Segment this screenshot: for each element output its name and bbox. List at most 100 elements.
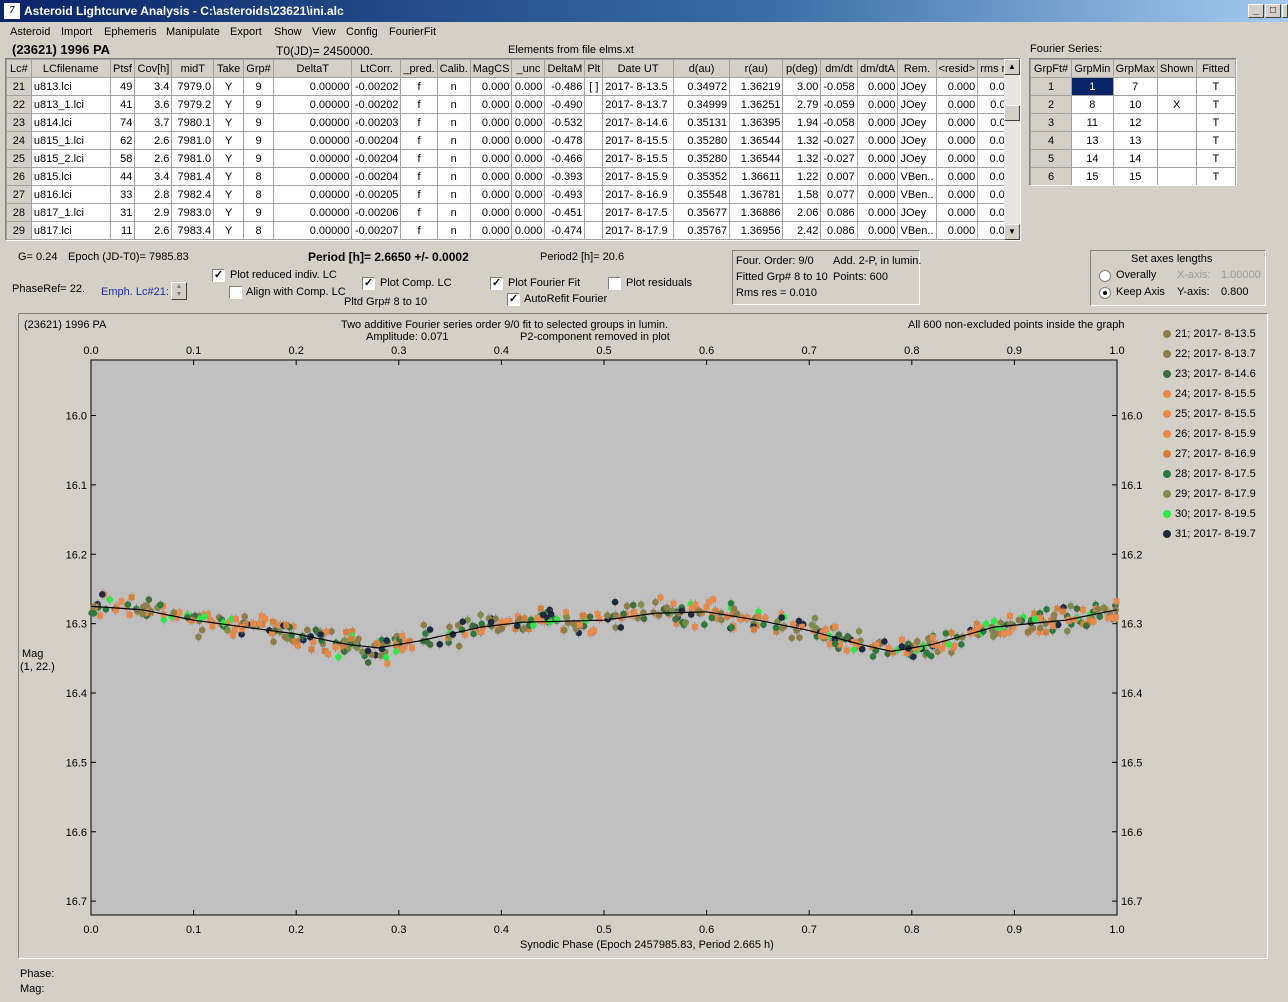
table-cell[interactable]: 29 [6, 221, 32, 240]
lightcurve-table[interactable]: Lc# LCfilename Ptsf Cov[h] midT Take Grp# Delta… [6, 59, 1020, 240]
table-cell[interactable]: 8 [243, 221, 274, 240]
table-cell[interactable]: 0.000 [469, 221, 513, 240]
table-cell[interactable]: 49 [109, 77, 136, 96]
fourier-col-header[interactable]: GrpMax [1112, 59, 1158, 78]
table-cell[interactable]: 0.086 [820, 203, 858, 222]
table-cell[interactable]: 0.000 [935, 95, 979, 114]
table-cell[interactable]: 7980.1 [171, 113, 215, 132]
table-cell[interactable]: 7981.0 [171, 149, 215, 168]
menu-ephemeris[interactable]: Ephemeris [104, 26, 157, 38]
table-cell[interactable]: -0.486 [544, 77, 586, 96]
fourier-cell[interactable]: 6 [1030, 167, 1073, 185]
table-cell[interactable]: 1.36251 [729, 95, 784, 114]
table-cell[interactable]: 3.4 [134, 167, 173, 186]
fourier-cell[interactable]: 14 [1112, 149, 1158, 168]
table-cell[interactable]: n [436, 113, 471, 132]
table-cell[interactable]: 0.000 [469, 185, 513, 204]
table-cell[interactable]: Y [213, 221, 245, 240]
table-cell[interactable]: -0.393 [544, 167, 586, 186]
lc-col-header[interactable]: Date UT [602, 59, 674, 78]
table-cell[interactable]: 0.007 [820, 167, 858, 186]
table-cell[interactable]: 0.000 [935, 113, 979, 132]
table-cell[interactable]: 0.00000 [272, 113, 353, 132]
table-cell[interactable]: Y [213, 185, 245, 204]
table-cell[interactable]: 0.35352 [672, 167, 731, 186]
table-cell[interactable]: -0.00206 [351, 203, 402, 222]
table-cell[interactable]: 0.086 [820, 221, 858, 240]
fourier-col-header[interactable]: Shown [1156, 59, 1197, 78]
lc-col-header[interactable]: r(au) [729, 59, 784, 78]
table-cell[interactable]: u817_1.lci [30, 203, 111, 222]
table-cell[interactable]: 33 [109, 185, 136, 204]
table-cell[interactable]: 1.36886 [729, 203, 784, 222]
table-cell[interactable]: 2017- 8-15.5 [602, 131, 674, 150]
fourier-cell[interactable]: T [1195, 77, 1236, 96]
table-cell[interactable]: -0.027 [820, 149, 858, 168]
table-cell[interactable]: 3.4 [134, 77, 173, 96]
table-cell[interactable]: -0.00202 [351, 77, 402, 96]
table-cell[interactable]: 0.000 [511, 95, 546, 114]
table-cell[interactable]: 3.7 [134, 113, 173, 132]
table-cell[interactable]: 0.00000 [272, 221, 353, 240]
lc-col-header[interactable]: dm/dtA [856, 59, 899, 78]
fourier-cell[interactable]: 2 [1030, 95, 1073, 114]
table-cell[interactable]: f [400, 221, 438, 240]
table-cell[interactable]: u813.lci [30, 77, 111, 96]
table-cell[interactable]: 0.34999 [672, 95, 731, 114]
table-cell[interactable]: 0.00000 [272, 131, 353, 150]
fourier-cell[interactable] [1156, 131, 1197, 150]
table-cell[interactable]: 2017- 8-17.9 [602, 221, 674, 240]
fourier-cell[interactable] [1156, 113, 1197, 132]
table-cell[interactable]: 1.36611 [729, 167, 784, 186]
lc-col-header[interactable]: Cov[h] [134, 59, 173, 78]
table-cell[interactable]: 1.36395 [729, 113, 784, 132]
table-cell[interactable]: 0.000 [469, 95, 513, 114]
fourier-row[interactable]: 2 8 10 X T [1030, 95, 1236, 114]
table-cell[interactable]: 2.6 [134, 149, 173, 168]
table-row[interactable]: 26 u815.lci 44 3.4 7981.4 Y 8 0.00000 -0.00204 f n… [6, 167, 1020, 186]
table-cell[interactable]: n [436, 221, 471, 240]
fourier-cell[interactable]: 13 [1112, 131, 1158, 150]
lc-col-header[interactable]: Ptsf [109, 59, 136, 78]
fourier-col-header[interactable]: GrpMin [1071, 59, 1114, 78]
table-cell[interactable]: 0.000 [511, 113, 546, 132]
table-cell[interactable]: f [400, 203, 438, 222]
table-cell[interactable]: 0.000 [469, 77, 513, 96]
table-cell[interactable]: f [400, 131, 438, 150]
table-cell[interactable]: u815_1.lci [30, 131, 111, 150]
table-cell[interactable] [584, 113, 604, 132]
table-cell[interactable]: 9 [243, 77, 274, 96]
fourier-cell[interactable] [1156, 149, 1197, 168]
plot-comp-checkbox[interactable]: ✓ [362, 277, 375, 290]
table-cell[interactable]: 0.000 [856, 113, 899, 132]
table-cell[interactable]: 0.000 [469, 167, 513, 186]
table-cell[interactable]: 0.000 [935, 203, 979, 222]
table-cell[interactable]: Y [213, 131, 245, 150]
table-cell[interactable]: 2017- 8-13.5 [602, 77, 674, 96]
keep-axis-radio[interactable] [1099, 287, 1111, 299]
lc-col-header[interactable]: Lc# [6, 59, 32, 78]
table-cell[interactable]: f [400, 149, 438, 168]
table-cell[interactable] [584, 221, 604, 240]
table-cell[interactable]: 0.000 [935, 221, 979, 240]
fourier-cell[interactable]: T [1195, 113, 1236, 132]
table-cell[interactable]: -0.058 [820, 113, 858, 132]
table-cell[interactable]: u817.lci [30, 221, 111, 240]
table-cell[interactable]: 24 [6, 131, 32, 150]
table-row[interactable]: 23 u814.lci 74 3.7 7980.1 Y 9 0.00000 -0.00203 f n… [6, 113, 1020, 132]
table-cell[interactable]: 0.35280 [672, 131, 731, 150]
table-cell[interactable] [584, 203, 604, 222]
table-cell[interactable]: 2017- 8-16.9 [602, 185, 674, 204]
table-cell[interactable]: 0.000 [511, 131, 546, 150]
table-cell[interactable]: JOey [897, 203, 937, 222]
table-cell[interactable]: f [400, 113, 438, 132]
align-comp-checkbox[interactable] [229, 286, 242, 299]
lc-table-scrollbar[interactable]: ▲ ▼ [1004, 59, 1020, 240]
table-cell[interactable]: 2.6 [134, 221, 173, 240]
table-cell[interactable]: JOey [897, 149, 937, 168]
table-row[interactable]: 21 u813.lci 49 3.4 7979.0 Y 9 0.00000 -0.00202 f n… [6, 77, 1020, 96]
autorefit-checkbox[interactable]: ✓ [507, 293, 520, 306]
table-cell[interactable]: u813_1.lci [30, 95, 111, 114]
lc-col-header[interactable]: DeltaT [272, 59, 353, 78]
fourier-cell[interactable]: 13 [1071, 131, 1114, 150]
